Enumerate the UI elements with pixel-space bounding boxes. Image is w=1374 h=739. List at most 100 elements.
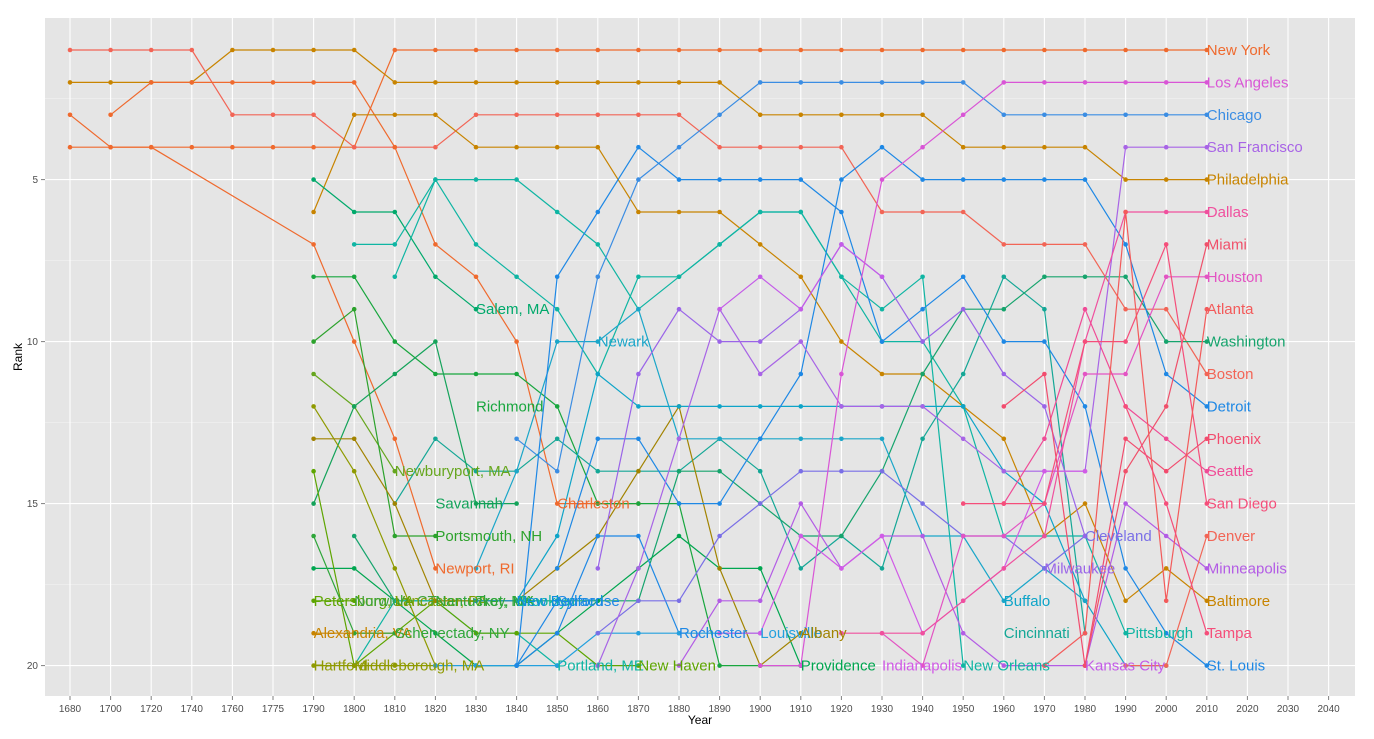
data-point bbox=[1204, 242, 1210, 247]
major-gridlines bbox=[45, 18, 1355, 696]
data-point bbox=[392, 209, 398, 215]
data-point bbox=[351, 274, 357, 280]
data-point bbox=[1163, 598, 1169, 604]
data-point bbox=[392, 144, 398, 150]
data-point bbox=[311, 630, 316, 636]
data-point bbox=[920, 177, 925, 182]
data-point bbox=[798, 533, 804, 539]
data-point bbox=[514, 274, 519, 280]
data-point bbox=[1204, 112, 1210, 118]
data-point bbox=[717, 242, 722, 247]
data-point bbox=[1204, 144, 1210, 150]
data-point bbox=[554, 663, 560, 668]
x-tick-label: 1930 bbox=[871, 704, 894, 715]
data-point bbox=[879, 371, 885, 377]
data-point bbox=[798, 371, 804, 377]
data-point bbox=[311, 242, 316, 247]
data-point bbox=[879, 404, 885, 409]
x-tick-label: 2030 bbox=[1277, 704, 1300, 715]
city-label: Newport, RI bbox=[435, 560, 514, 577]
data-point bbox=[595, 663, 601, 668]
city-label: Richmond bbox=[476, 398, 544, 415]
data-point bbox=[595, 274, 601, 280]
data-point bbox=[1204, 274, 1210, 280]
data-point bbox=[636, 404, 641, 409]
city-label: Portsmouth, NH bbox=[435, 528, 542, 545]
data-point bbox=[311, 436, 316, 442]
data-point bbox=[554, 436, 560, 442]
data-point bbox=[392, 630, 398, 636]
data-point bbox=[636, 177, 641, 182]
data-point bbox=[392, 501, 398, 506]
data-point bbox=[879, 47, 885, 53]
data-point bbox=[554, 112, 560, 118]
data-point bbox=[1001, 306, 1007, 312]
city-label: Charleston bbox=[557, 496, 630, 513]
data-point bbox=[554, 306, 560, 312]
data-point bbox=[392, 371, 398, 377]
city-label: Louisville bbox=[760, 625, 822, 642]
data-point bbox=[595, 630, 601, 636]
city-label: Tampa bbox=[1207, 625, 1253, 642]
data-point bbox=[717, 112, 722, 118]
data-point bbox=[717, 80, 722, 85]
data-point bbox=[1163, 144, 1169, 150]
data-point bbox=[839, 371, 844, 377]
data-point bbox=[960, 404, 966, 409]
data-point bbox=[1123, 371, 1128, 377]
data-point bbox=[1042, 144, 1047, 150]
data-point bbox=[1001, 566, 1007, 571]
data-point bbox=[717, 306, 722, 312]
data-point bbox=[433, 80, 438, 85]
data-point bbox=[270, 144, 276, 150]
data-point bbox=[1123, 112, 1128, 118]
data-point bbox=[1001, 468, 1007, 474]
city-label: Washington bbox=[1207, 334, 1286, 351]
data-point bbox=[798, 468, 804, 474]
data-point bbox=[311, 112, 316, 118]
data-point bbox=[1123, 598, 1128, 604]
data-point bbox=[717, 436, 722, 442]
data-point bbox=[757, 177, 763, 182]
data-point bbox=[189, 144, 195, 150]
data-point bbox=[1123, 306, 1128, 312]
data-point bbox=[960, 598, 966, 604]
data-point bbox=[392, 468, 398, 474]
series-line bbox=[597, 146, 1207, 666]
data-point bbox=[757, 339, 763, 344]
data-point bbox=[920, 339, 925, 344]
data-point bbox=[108, 80, 113, 85]
data-point bbox=[351, 80, 357, 85]
data-point bbox=[230, 47, 235, 53]
data-point bbox=[1042, 242, 1047, 247]
data-point bbox=[717, 501, 722, 506]
data-point bbox=[1082, 274, 1088, 280]
data-point bbox=[798, 630, 804, 636]
data-point bbox=[879, 274, 885, 280]
data-point bbox=[514, 112, 519, 118]
data-point bbox=[960, 209, 966, 215]
x-axis-ticks: 1680 1700 1720 1740 1760 1775 1790 1800 1810 1820… bbox=[59, 696, 1340, 715]
data-point bbox=[1204, 598, 1210, 604]
data-point bbox=[230, 112, 235, 118]
data-point bbox=[1204, 436, 1210, 442]
data-point bbox=[839, 274, 844, 280]
data-point bbox=[1082, 533, 1088, 539]
data-point bbox=[554, 533, 560, 539]
data-point bbox=[433, 630, 438, 636]
city-label: Detroit bbox=[1207, 398, 1252, 415]
data-point bbox=[1001, 436, 1007, 442]
data-point bbox=[1204, 209, 1210, 215]
data-point bbox=[717, 404, 722, 409]
data-point bbox=[1042, 468, 1047, 474]
data-point bbox=[717, 47, 722, 53]
data-point bbox=[920, 630, 925, 636]
data-point bbox=[1001, 177, 1007, 182]
data-point bbox=[554, 468, 560, 474]
series-line bbox=[1003, 373, 1208, 667]
data-point bbox=[351, 306, 357, 312]
x-axis-title: Year bbox=[688, 713, 712, 727]
data-point bbox=[473, 274, 479, 280]
data-point bbox=[717, 630, 722, 636]
data-point bbox=[433, 663, 438, 668]
